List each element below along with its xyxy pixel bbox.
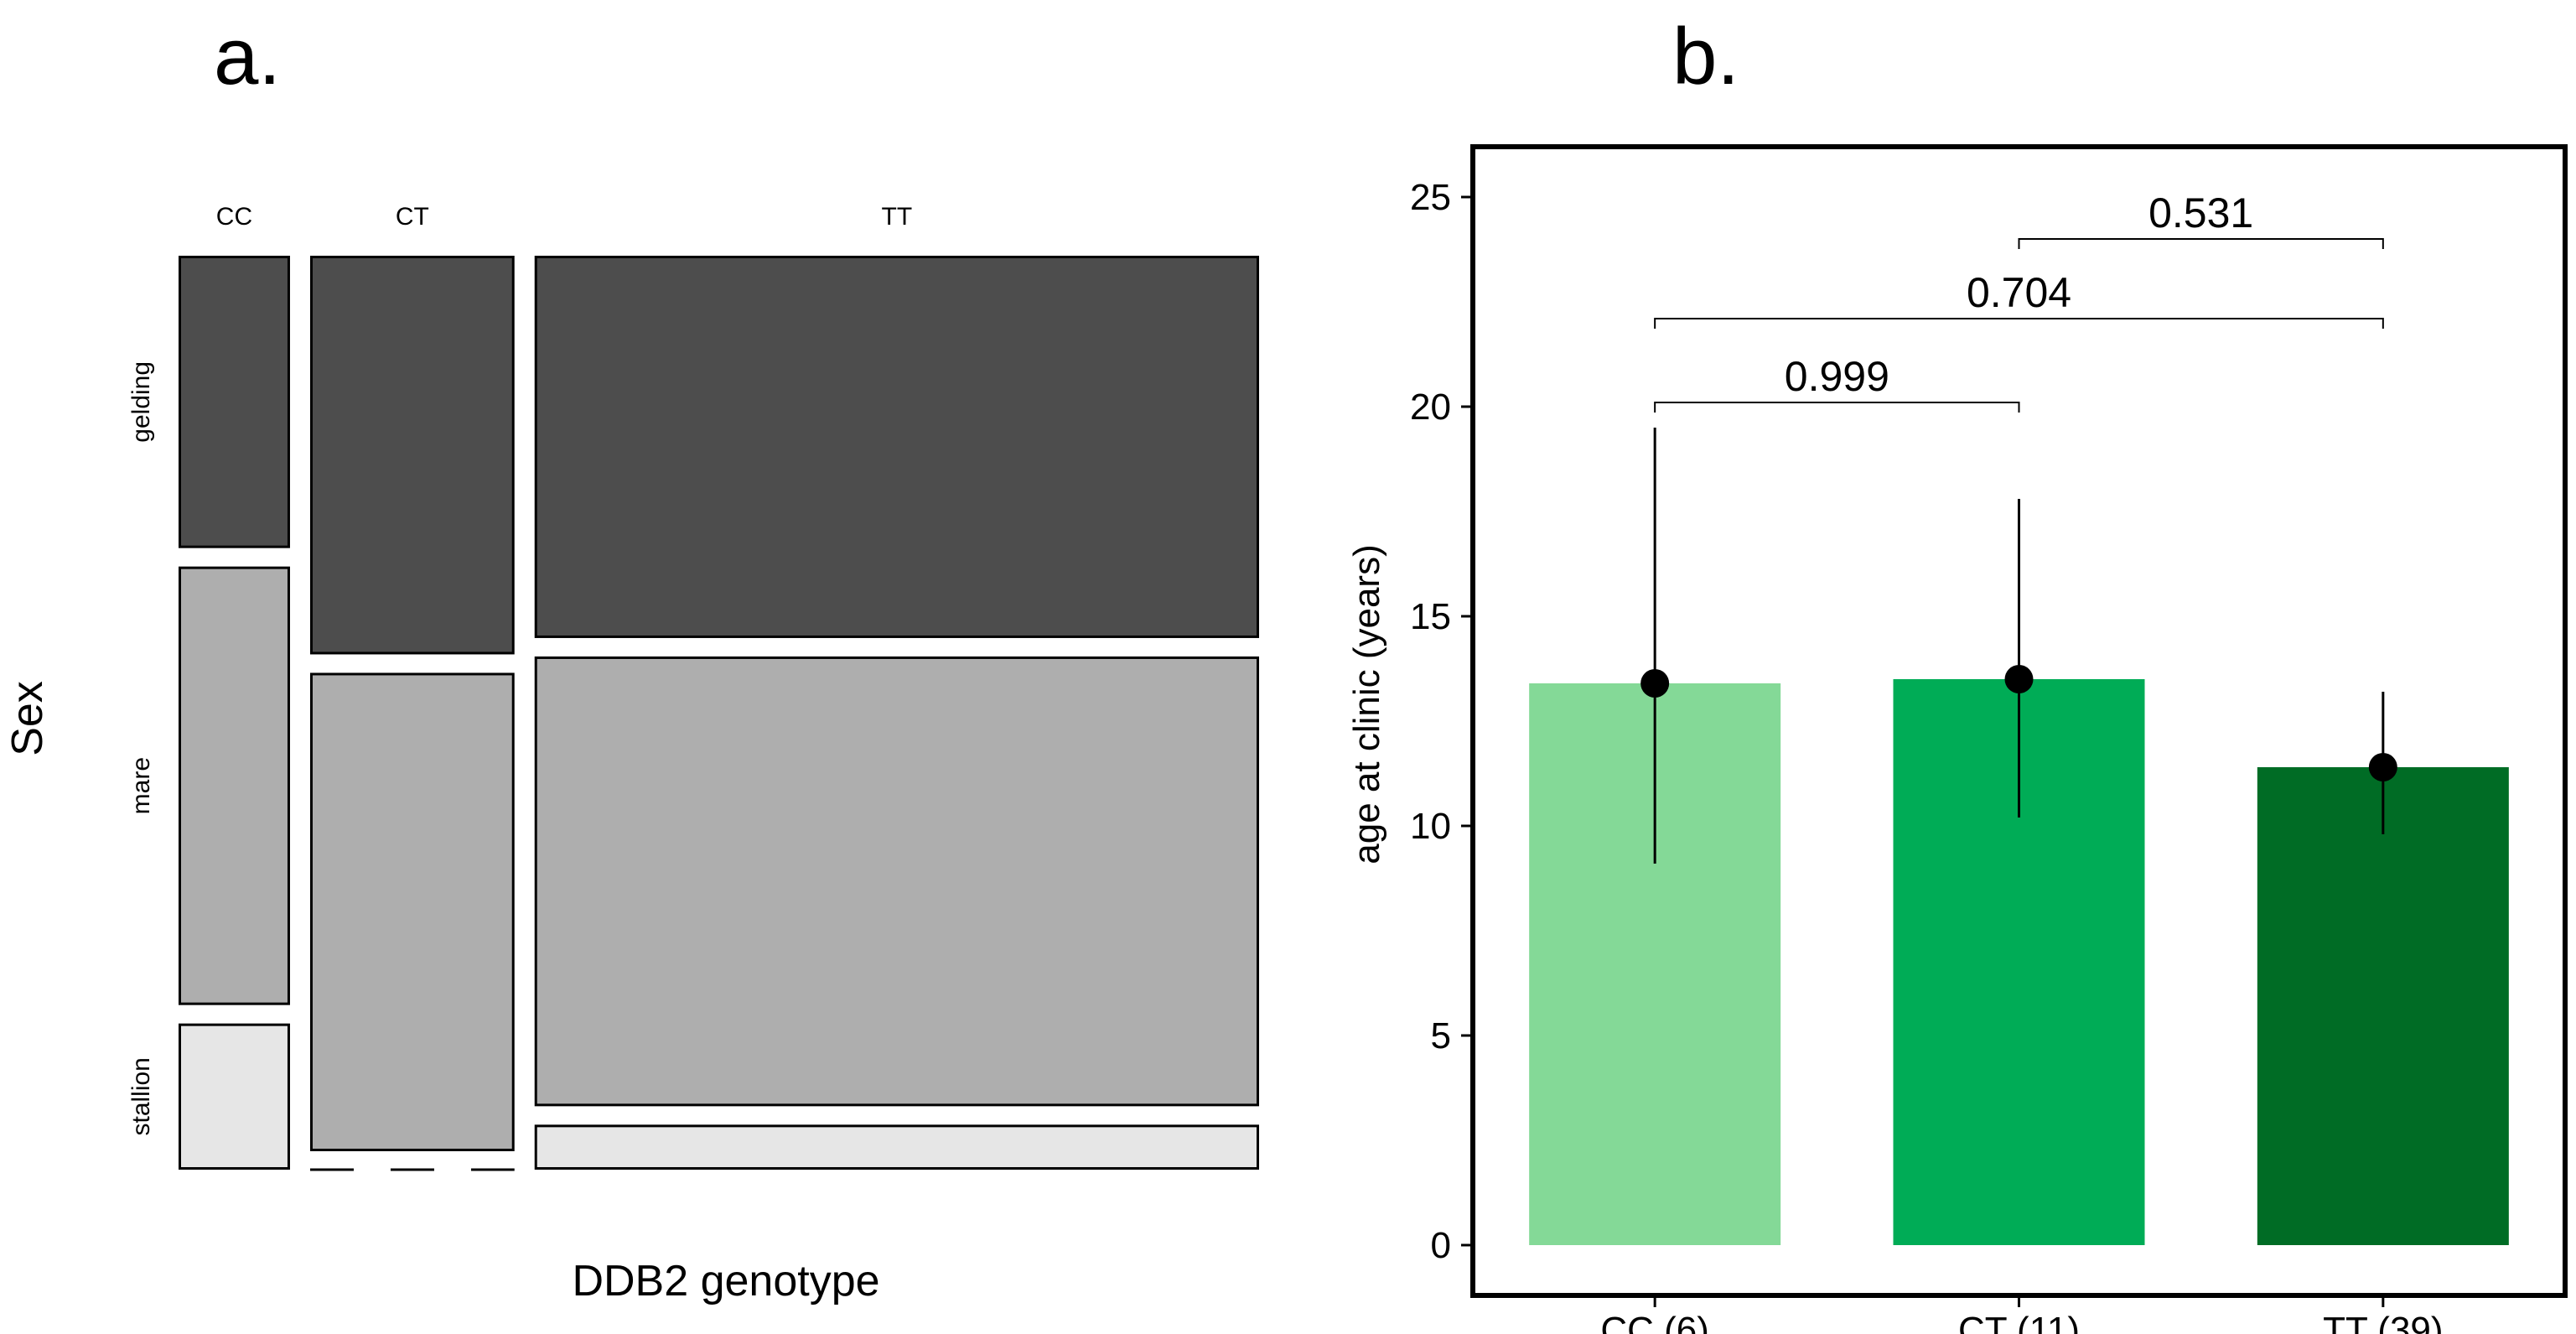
mosaic-cell-ct-gelding: [309, 256, 515, 655]
x-tick-label-2: TT (39): [2323, 1310, 2443, 1334]
bar-2: [2257, 767, 2509, 1245]
mosaic-cell-tt-gelding: [534, 256, 1259, 638]
mosaic-col-label-tt: TT: [882, 203, 913, 231]
mosaic-col-label-cc: CC: [216, 203, 252, 231]
mosaic-row-label-stallion: stallion: [127, 1057, 155, 1135]
y-tick-label: 10: [1410, 806, 1451, 847]
mosaic-col-label-ct: CT: [396, 203, 429, 231]
bar-y-axis-title: age at clinic (years): [1346, 544, 1387, 864]
mosaic-cell-cc-gelding: [179, 256, 290, 548]
panel-b-label: b.: [1672, 12, 1739, 101]
y-tick-label: 25: [1410, 177, 1451, 218]
mosaic-cell-ct-mare: [309, 672, 515, 1151]
bar-chart: 0 5 10 15 20 25 CC (6) CT (11) TT (39) 0.999 0.704…: [1410, 144, 2568, 1334]
mosaic-cell-tt-mare: [534, 656, 1259, 1107]
x-tick-label-1: CT (11): [1958, 1310, 2080, 1334]
comparison-pvalue-2: 0.531: [2148, 189, 2253, 236]
comparison-bracket-0: [1654, 402, 2020, 413]
mosaic-cell-cc-mare: [179, 566, 290, 1005]
mean-point-2: [2368, 753, 2397, 781]
comparison-bracket-1: [1654, 318, 2384, 329]
comparison-pvalue-0: 0.999: [1785, 353, 1889, 400]
panel-b: b. 0 5 10 15 20 25 CC (6) CT (11) TT (39) 0.999 0.…: [1346, 12, 2568, 1334]
mosaic-plot: CC CT TT gelding mare stallion: [127, 203, 1259, 1171]
mosaic-y-axis-title: Sex: [3, 681, 52, 756]
mean-point-0: [1640, 669, 1670, 698]
mosaic-row-label-mare: mare: [127, 757, 155, 814]
y-tick-label: 15: [1410, 596, 1451, 637]
x-tick-label-0: CC (6): [1600, 1310, 1709, 1334]
panel-a: a. CC CT TT gelding mare stallion DDB2 genoty…: [3, 12, 1259, 1305]
mean-point-1: [2004, 665, 2034, 693]
mosaic-row-label-gelding: gelding: [127, 361, 155, 443]
mosaic-x-axis-title: DDB2 genotype: [572, 1257, 879, 1305]
y-tick-label: 5: [1431, 1015, 1451, 1056]
comparison-bracket-2: [2018, 238, 2384, 249]
mosaic-cell-tt-stallion: [534, 1124, 1259, 1170]
panel-a-label: a.: [214, 12, 281, 101]
mosaic-cell-cc-stallion: [179, 1023, 290, 1170]
y-tick-label: 0: [1431, 1225, 1451, 1266]
comparison-pvalue-1: 0.704: [1967, 269, 2071, 316]
y-tick-label: 20: [1410, 387, 1451, 428]
